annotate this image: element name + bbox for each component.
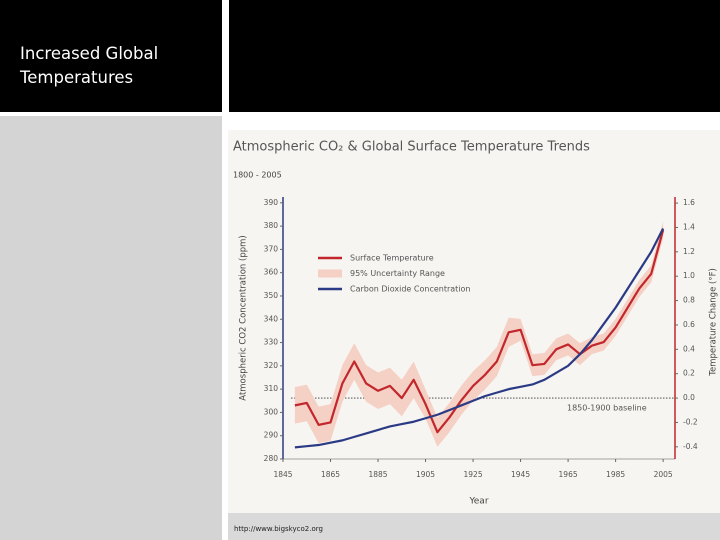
x-tick-label: 2005 <box>654 470 673 479</box>
y-tick-label: 360 <box>264 268 279 277</box>
chart-title: Atmospheric CO₂ & Global Surface Tempera… <box>233 140 590 155</box>
y-tick-label: 380 <box>264 221 279 230</box>
source-url: http://www.bigskyco2.org <box>234 525 323 533</box>
slide-title: Increased Global Temperatures <box>20 44 159 87</box>
y2-tick-label: 0.0 <box>683 393 695 402</box>
y-tick-label: 350 <box>264 291 279 300</box>
annotation: 1850-1900 baseline <box>567 404 647 413</box>
y-tick-label: 290 <box>264 431 279 440</box>
data-line <box>294 229 665 434</box>
x-tick-label: 1905 <box>416 470 435 479</box>
y2-tick-label: 0.6 <box>683 320 695 329</box>
side-panel <box>0 116 222 540</box>
legend-swatch <box>318 269 342 278</box>
header-panel <box>229 0 720 112</box>
x-tick-label: 1845 <box>273 470 292 479</box>
y2-tick-label: 0.8 <box>683 296 695 305</box>
y-tick-label: 340 <box>264 314 279 323</box>
y2-tick-label: 0.4 <box>683 344 695 353</box>
y-axis-label: Atmospheric CO2 Concentration (ppm) <box>239 235 249 400</box>
y2-tick-label: -0.2 <box>683 417 698 426</box>
x-tick-label: 1865 <box>321 470 340 479</box>
x-axis-label: Year <box>468 497 488 507</box>
legend-label: Carbon Dioxide Concentration <box>350 285 471 294</box>
y2-tick-label: 1.0 <box>683 271 695 280</box>
x-tick-label: 1885 <box>368 470 387 479</box>
legend-label: Surface Temperature <box>350 254 434 263</box>
y-tick-label: 320 <box>264 361 279 370</box>
y-tick-label: 280 <box>264 454 279 463</box>
chart-subtitle: 1800 - 2005 <box>233 171 282 180</box>
chart-background <box>228 130 720 513</box>
source-strip: http://www.bigskyco2.org <box>228 513 720 540</box>
x-tick-label: 1925 <box>464 470 483 479</box>
uncertainty-band <box>294 221 664 447</box>
y-tick-label: 390 <box>264 198 279 207</box>
title-panel <box>0 0 222 112</box>
y2-axis-label: Temperature Change (°F) <box>709 268 719 377</box>
x-tick-label: 1985 <box>606 470 625 479</box>
y2-tick-label: -0.4 <box>683 442 698 451</box>
legend-label: 95% Uncertainty Range <box>350 269 445 278</box>
data-line <box>294 227 665 449</box>
y2-tick-label: 1.6 <box>683 198 695 207</box>
y-tick-label: 300 <box>264 407 279 416</box>
y2-tick-label: 1.2 <box>683 247 695 256</box>
y-tick-label: 310 <box>264 384 279 393</box>
y-tick-label: 330 <box>264 338 279 347</box>
x-tick-label: 1965 <box>559 470 578 479</box>
y2-tick-label: 0.2 <box>683 369 695 378</box>
y2-tick-label: 1.4 <box>683 222 695 231</box>
y-tick-label: 370 <box>264 244 279 253</box>
x-tick-label: 1945 <box>511 470 530 479</box>
